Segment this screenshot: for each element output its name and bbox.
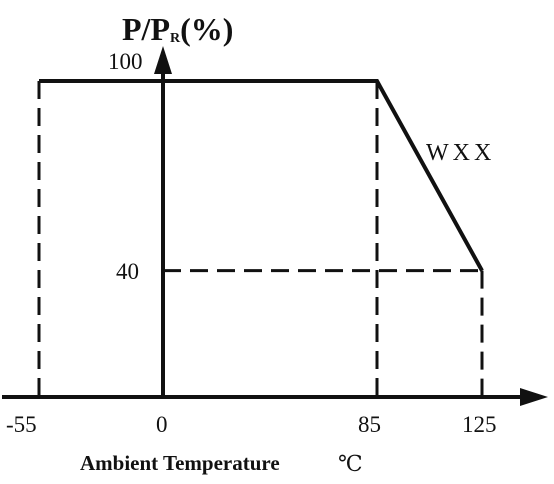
- series-group: [39, 79, 484, 272]
- x-tick-neg55: -55: [6, 412, 37, 437]
- series-line-0: [39, 79, 484, 272]
- y-axis-title-main: P/P: [122, 11, 170, 47]
- y-tick-40: 40: [116, 259, 139, 284]
- x-tick-85: 85: [358, 412, 381, 437]
- x-axis-title: Ambient Temperature: [80, 451, 280, 475]
- x-axis-arrow: [520, 388, 548, 406]
- x-tick-125: 125: [462, 412, 497, 437]
- series-label-wxx: WXX: [426, 140, 495, 166]
- y-axis-arrow: [154, 46, 172, 74]
- y-axis-title: P/PR(%): [122, 11, 233, 47]
- guide-lines: [37, 81, 484, 397]
- x-tick-0: 0: [156, 412, 168, 437]
- axes: [2, 46, 548, 406]
- y-axis-title-sub: R: [170, 31, 181, 46]
- y-tick-100: 100: [108, 49, 143, 74]
- x-axis-unit: ℃: [338, 451, 363, 476]
- y-axis-title-suffix: (%): [180, 11, 233, 47]
